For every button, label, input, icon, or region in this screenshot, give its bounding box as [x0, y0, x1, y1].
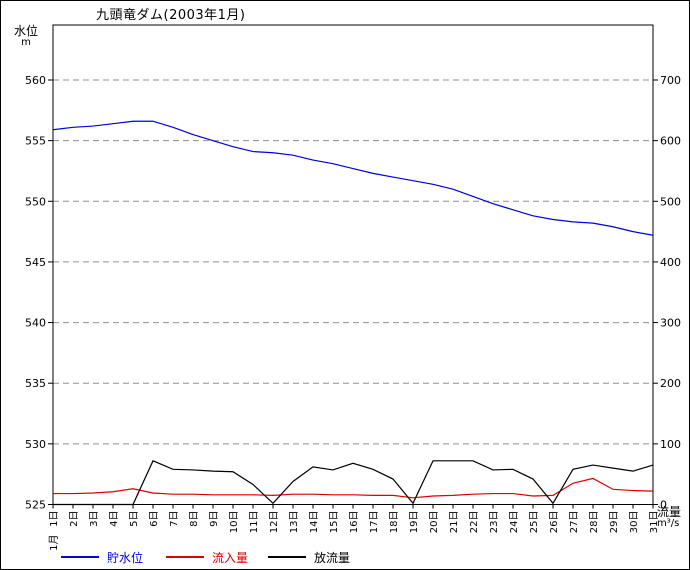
- x-axis-tick-label: 4日: [109, 511, 120, 527]
- x-axis-tick-label: 30日: [629, 511, 640, 534]
- series-outflow: [53, 460, 654, 506]
- right-axis-unit: m³/s: [657, 518, 680, 529]
- x-axis-tick-label: 14日: [309, 511, 320, 534]
- left-axis-tick-label: 540: [25, 317, 46, 330]
- right-axis-tick-label: 200: [660, 377, 681, 390]
- chart-legend: 貯水位 流入量 放流量: [1, 549, 689, 567]
- x-axis-tick-label: 10日: [229, 511, 240, 534]
- legend-label-storage-level: 貯水位: [107, 550, 144, 565]
- x-axis-tick-label: 31日: [649, 511, 660, 534]
- right-axis-tick-label: 300: [660, 317, 681, 330]
- outflow-line-swatch: [268, 556, 306, 558]
- x-axis-tick-label: 6日: [149, 511, 160, 527]
- plot-border: [52, 24, 654, 505]
- legend-label-outflow: 放流量: [314, 550, 351, 565]
- x-axis-tick-label: 27日: [569, 511, 580, 534]
- right-axis-tick-label: 700: [660, 74, 681, 87]
- x-axis-tick-label: 16日: [349, 511, 360, 534]
- x-axis-tick-label: 19日: [409, 511, 420, 534]
- x-axis-tick-label: 17日: [369, 511, 380, 534]
- inflow-line-swatch: [166, 556, 204, 558]
- x-axis-tick-label: 3日: [89, 511, 100, 527]
- right-axis-tick-label: 600: [660, 135, 681, 148]
- legend-item-outflow: 放流量: [268, 549, 350, 565]
- x-axis-tick-label: 8日: [189, 511, 200, 527]
- storage-level-line-swatch: [61, 556, 99, 558]
- x-axis-month-label: 1月: [48, 535, 60, 551]
- legend-item-storage-level: 貯水位: [61, 549, 143, 565]
- x-axis-tick-label: 22日: [469, 511, 480, 534]
- series-storage-level: [52, 120, 654, 236]
- right-axis-tick-label: 0: [660, 499, 667, 512]
- x-axis-tick-label: 26日: [549, 511, 560, 534]
- x-axis-tick-label: 11日: [249, 511, 260, 534]
- chart-title: 九頭竜ダム(2003年1月): [96, 8, 246, 23]
- right-axis-label: 流量: [657, 505, 682, 519]
- left-axis-tick-label: 525: [25, 499, 46, 512]
- x-axis-tick-label: 29日: [609, 511, 620, 534]
- right-axis-tick-label: 400: [660, 256, 681, 269]
- left-axis-tick-label: 550: [25, 195, 46, 208]
- left-axis-tick-label: 560: [25, 74, 46, 87]
- x-axis-tick-label: 20日: [429, 511, 440, 534]
- x-axis-tick-label: 24日: [509, 511, 520, 534]
- x-axis-tick-label: 28日: [589, 511, 600, 534]
- right-axis-title: 流量 m³/s: [657, 505, 689, 530]
- x-axis-tick-label: 25日: [529, 511, 540, 534]
- right-axis-tick-label: 100: [660, 438, 681, 451]
- right-axis-tick-label: 500: [660, 195, 681, 208]
- x-axis-tick-label: 23日: [489, 511, 500, 534]
- left-axis-tick-label: 555: [25, 135, 46, 148]
- x-axis-tick-label: 9日: [209, 511, 220, 527]
- legend-item-inflow: 流入量: [166, 549, 248, 565]
- left-axis-tick-label: 545: [25, 256, 46, 269]
- left-axis-tick-label: 530: [25, 438, 46, 451]
- left-axis-label: 水位: [13, 24, 38, 38]
- left-axis-title: 水位 m: [9, 25, 43, 49]
- x-axis-tick-label: 13日: [289, 511, 300, 534]
- x-axis-tick-label: 18日: [389, 511, 400, 534]
- x-axis-tick-label: 2日: [69, 511, 80, 527]
- series-inflow: [53, 477, 654, 499]
- x-axis-tick-label: 15日: [329, 511, 340, 534]
- x-axis-tick-label: 12日: [269, 511, 280, 534]
- x-axis-tick-label: 7日: [169, 511, 180, 527]
- legend-label-inflow: 流入量: [212, 550, 249, 565]
- x-axis-tick-label: 1日: [49, 511, 60, 527]
- left-axis-tick-label: 535: [25, 377, 46, 390]
- x-axis-tick-label: 21日: [449, 511, 460, 534]
- x-axis-tick-label: 5日: [129, 511, 140, 527]
- left-axis-unit: m: [21, 37, 31, 48]
